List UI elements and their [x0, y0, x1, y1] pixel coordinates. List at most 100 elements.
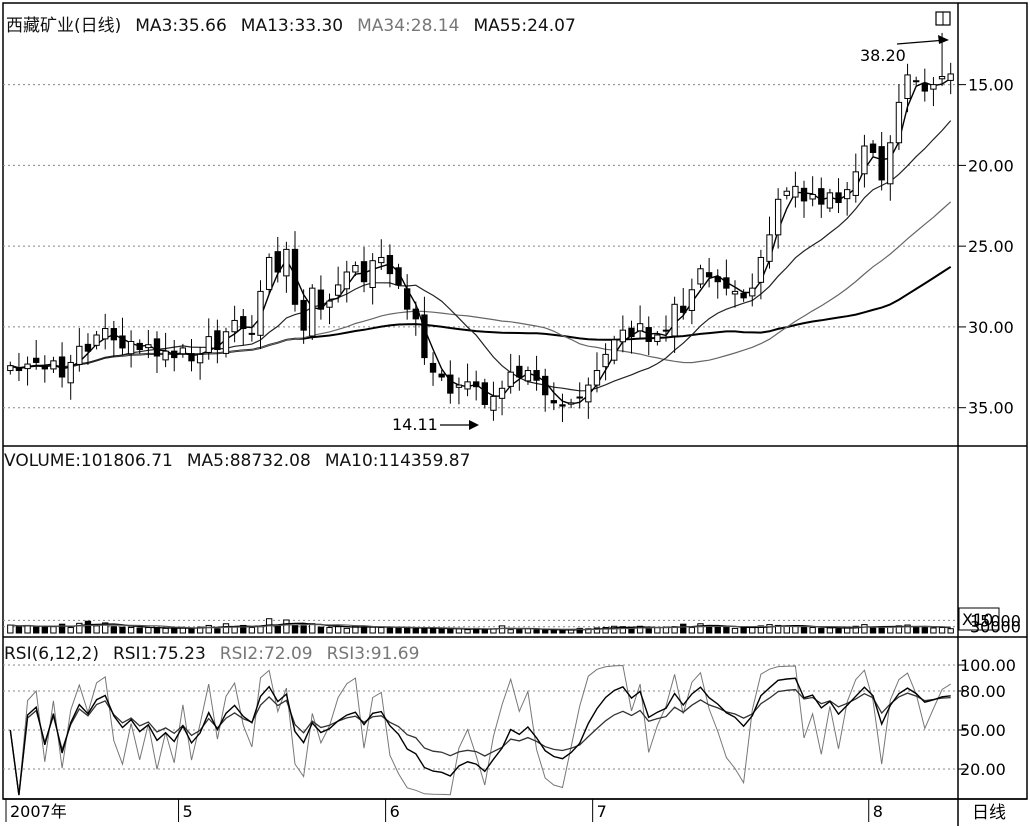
candle-up	[904, 74, 911, 100]
volume-ma5-legend: MA5:88732.08	[186, 451, 311, 471]
volume-bar-up	[697, 623, 704, 634]
volume-bar-up	[938, 627, 946, 634]
candle-up	[697, 268, 704, 285]
candle-down	[58, 356, 66, 378]
candle-up	[464, 381, 471, 390]
rsi-title: RSI(6,12,2)	[4, 644, 99, 664]
volume-bar-up	[162, 627, 169, 634]
volume-bar-down	[386, 627, 394, 634]
volume-bar-up	[826, 627, 834, 634]
candle-down	[723, 277, 730, 289]
candle-up	[352, 265, 359, 273]
volume-bar-down	[58, 623, 66, 634]
ma34-line	[10, 201, 952, 369]
volume-bar-up	[654, 627, 661, 634]
candle-down	[481, 382, 488, 405]
candle-down	[473, 381, 480, 388]
candle-up	[490, 395, 497, 411]
candle-up	[248, 332, 256, 335]
rsi3-line	[9, 664, 951, 796]
rsi2-line	[9, 688, 951, 796]
candle-up	[265, 256, 273, 290]
candle-down	[360, 261, 368, 283]
volume-bar-down	[878, 627, 885, 634]
candle-down	[240, 316, 247, 330]
candle-up	[7, 365, 14, 372]
candle-up	[93, 334, 100, 346]
candle-down	[41, 365, 48, 370]
ma55-legend: MA55:24.07	[473, 16, 576, 36]
candle-up	[222, 331, 230, 354]
candle-up	[930, 84, 937, 90]
volume-bar-down	[559, 629, 566, 634]
candle-down	[878, 146, 885, 181]
volume-bar-down	[800, 626, 808, 634]
volume-value: VOLUME:101806.71	[4, 451, 173, 471]
candle-up	[231, 319, 238, 333]
candle-up	[76, 345, 83, 365]
candle-down	[214, 330, 221, 351]
candle-down	[386, 255, 394, 275]
candle-up	[654, 334, 661, 342]
candle-down	[438, 373, 445, 378]
candle-up	[343, 271, 350, 290]
candle-down	[800, 187, 808, 202]
volume-bar-up	[930, 627, 937, 634]
time-axis-label: 2007年	[10, 802, 67, 821]
volume-bar-up	[326, 627, 333, 634]
volume-bar-up	[283, 619, 290, 634]
volume-bar-up	[904, 624, 911, 634]
candle-down	[550, 400, 558, 404]
volume-bar-down	[291, 624, 299, 634]
volume-bar-down	[412, 628, 419, 634]
candle-down	[300, 299, 307, 331]
volume-bar-up	[369, 626, 376, 634]
volume-bar-up	[766, 624, 773, 634]
volume-bar-up	[852, 625, 859, 634]
volume-bar-up	[593, 627, 601, 634]
volume-bar-down	[41, 625, 48, 634]
candle-down	[576, 396, 583, 399]
high-arrow-head	[938, 35, 949, 44]
volume-bar-up	[50, 626, 57, 634]
volume-bar-up	[507, 629, 514, 634]
candle-down	[645, 327, 652, 342]
volume-bar-up	[464, 629, 471, 634]
volume-bar-down	[110, 626, 118, 634]
candle-down	[542, 375, 549, 396]
candle-down	[136, 342, 143, 351]
volume-bar-down	[818, 627, 825, 634]
volume-bar-down	[913, 626, 920, 634]
candle-up	[671, 303, 678, 337]
rsi2-legend: RSI2:72.09	[219, 644, 313, 664]
candle-down	[818, 188, 825, 205]
volume-unit-label: X10	[962, 610, 993, 629]
price-tick-label: 30.00	[968, 318, 1014, 337]
candle-up	[567, 402, 575, 405]
low-arrow-head	[469, 420, 479, 430]
candle-up	[947, 73, 954, 81]
volume-ma10-legend: MA10:114359.87	[324, 451, 471, 471]
candle-down	[421, 314, 428, 359]
volume-bar-down	[835, 628, 842, 634]
volume-bar-down	[153, 627, 161, 634]
candle-up	[196, 353, 204, 364]
volume-bar-up	[524, 628, 532, 634]
candle-up	[938, 76, 946, 80]
volume-bar-down	[533, 629, 540, 634]
volume-bar-up	[257, 626, 264, 634]
volume-bar-down	[921, 627, 928, 634]
candle-up	[24, 363, 31, 370]
candle-up	[179, 347, 187, 355]
rsi3-legend: RSI3:91.69	[326, 644, 420, 664]
volume-bar-down	[680, 623, 687, 634]
candle-down	[680, 305, 687, 313]
rsi-tick-label: 50.00	[960, 721, 1006, 740]
volume-bar-up	[585, 628, 592, 634]
volume-bar-up	[127, 627, 135, 634]
candle-up	[619, 329, 627, 343]
candle-up	[283, 248, 290, 277]
candle-up	[593, 370, 601, 386]
candle-up	[792, 185, 799, 198]
volume-bar-up	[688, 627, 696, 634]
